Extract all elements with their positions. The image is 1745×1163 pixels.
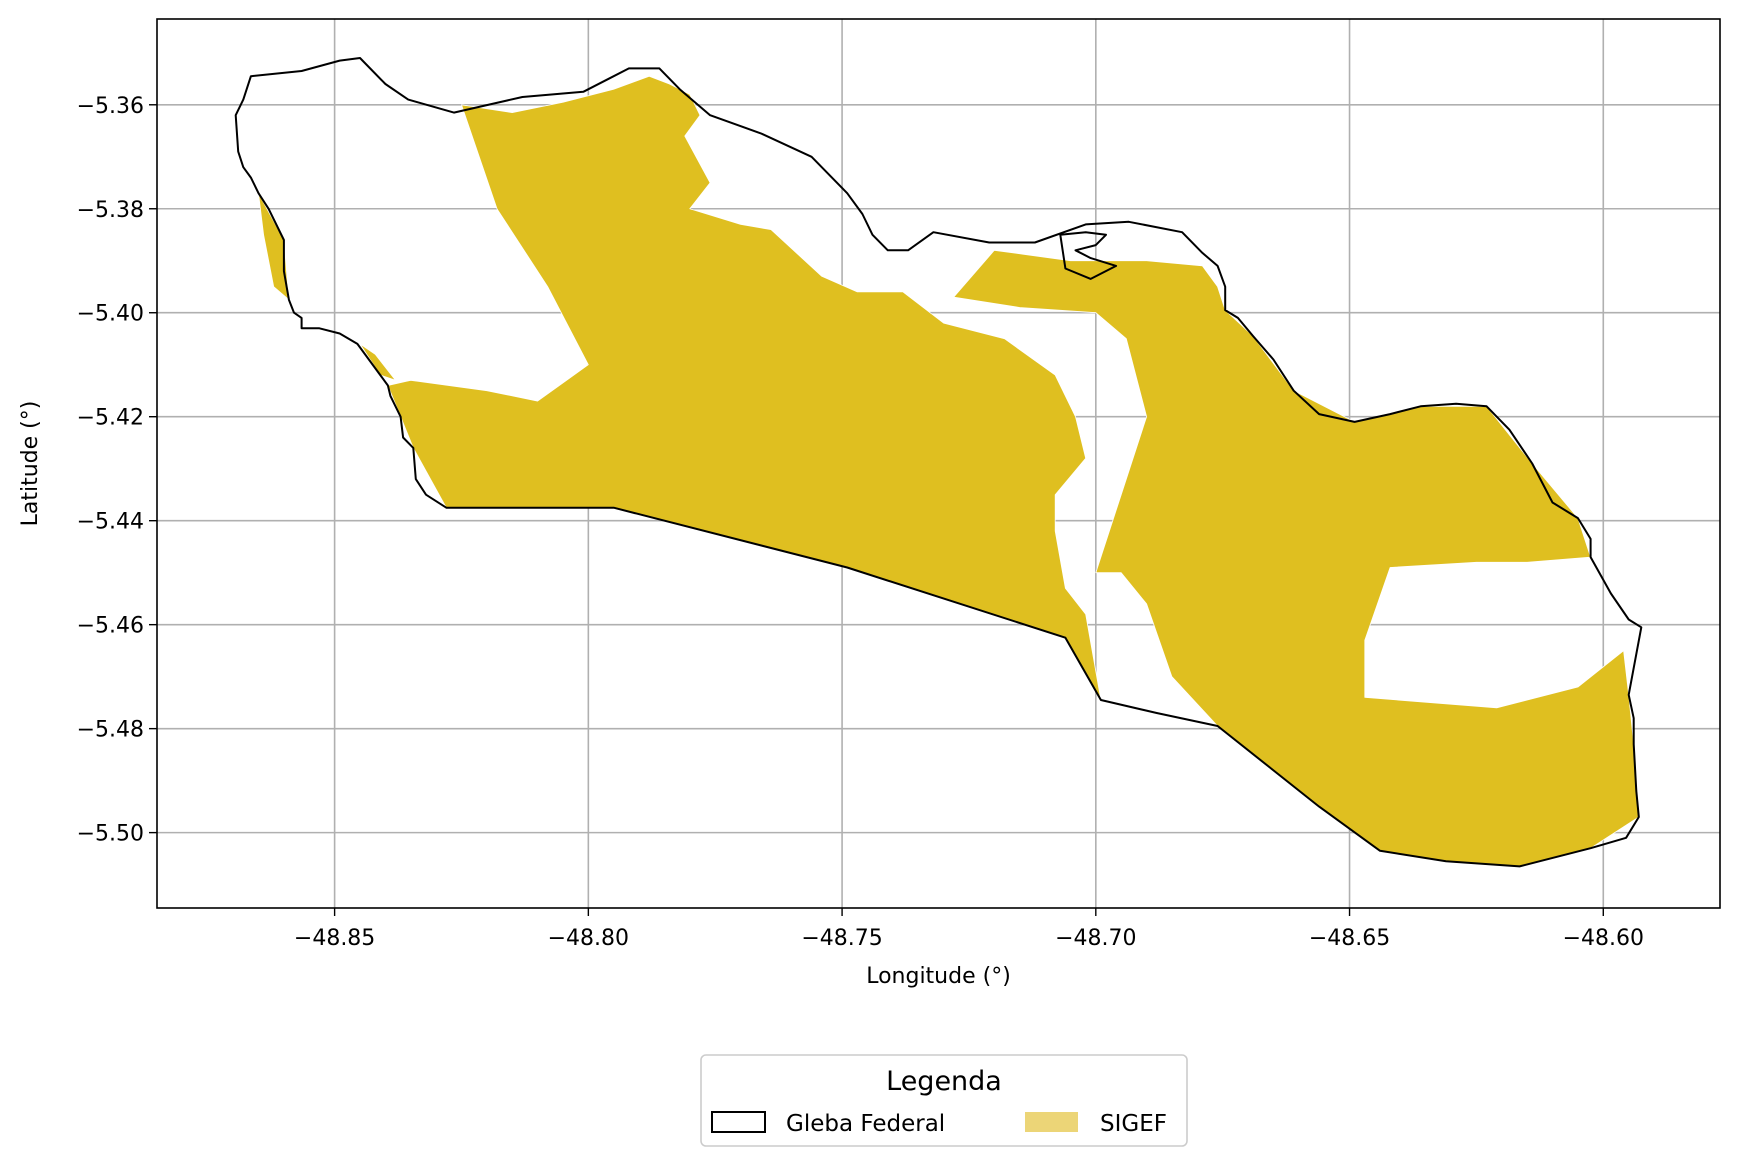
legend: Legenda Gleba Federal SIGEF [700,1054,1188,1147]
y-axis-label: Latitude (°) [18,401,43,527]
y-tick-label: −5.36 [77,94,144,119]
y-tick-label: −5.38 [77,198,144,223]
x-tick-label: −48.65 [1309,926,1390,951]
plot-frame [156,18,1721,909]
y-tick-label: −5.44 [77,510,144,535]
legend-swatch-sigef [1025,1112,1078,1132]
x-tick-label: −48.80 [548,926,629,951]
legend-label-gleba-federal: Gleba Federal [786,1111,945,1137]
sigef-polygon [387,75,1102,701]
y-tick-label: −5.40 [77,302,144,327]
y-tick-label: −5.42 [77,406,144,431]
y-tick-label: −5.48 [77,718,144,743]
y-tick-label: −5.50 [77,822,144,847]
map-layers [234,57,1643,868]
x-axis-label: Longitude (°) [866,964,1011,989]
gleba-federal-polygon [1059,231,1118,280]
x-tick-label: −48.70 [1055,926,1136,951]
gleba-federal-polygon [234,57,1643,868]
x-tick-label: −48.75 [801,926,882,951]
axis-ticks: −48.85 −48.80 −48.75 −48.70 −48.65 −48.60 −5.3… [77,94,1644,951]
legend-swatch-gleba-federal [711,1111,766,1133]
x-tick-label: −48.85 [294,926,375,951]
legend-label-sigef: SIGEF [1100,1111,1167,1137]
x-tick-label: −48.60 [1563,926,1644,951]
y-tick-label: −5.46 [77,614,144,639]
legend-title: Legenda [886,1066,1002,1097]
